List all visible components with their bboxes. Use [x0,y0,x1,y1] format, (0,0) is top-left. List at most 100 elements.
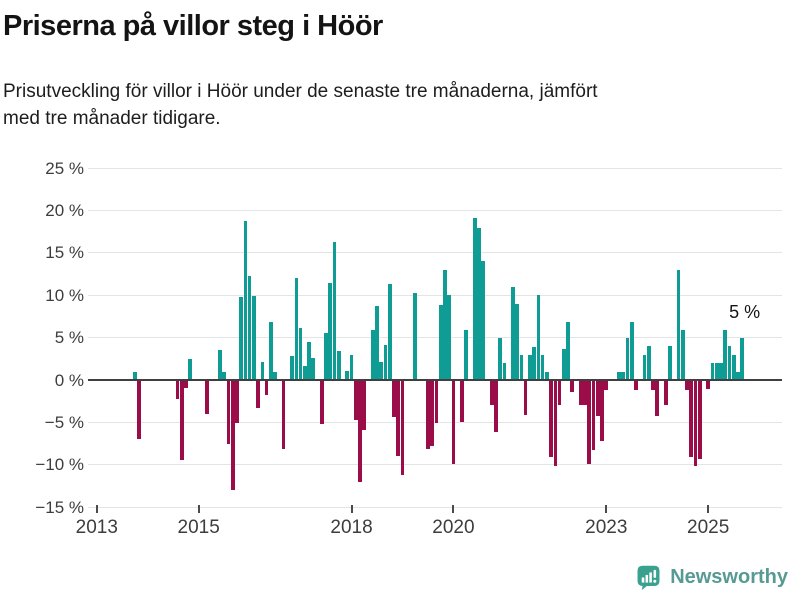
bar-2017-02 [302,365,307,380]
page-title: Priserna på villor steg i Höör [3,10,383,42]
bar-2017-03 [307,341,311,380]
bar-2017-04 [311,357,316,380]
bar-2025-01 [706,380,711,390]
bar-2024-01 [655,380,660,416]
gridline-y-20 [88,210,782,212]
newsworthy-logo[interactable]: Newsworthy [635,564,788,591]
bar-2024-08 [685,380,689,391]
y-axis-label-10: 10 % [45,285,84,305]
bar-2015-11 [239,296,243,380]
last-value-annotation: 5 % [729,302,761,323]
bar-2019-12 [447,295,452,380]
bar-2024-06 [676,269,681,380]
bar-2013-10 [133,371,137,380]
bar-2016-09 [281,380,286,449]
bar-2024-04 [668,346,672,380]
bar-2024-09 [689,380,694,458]
bar-2022-08 [583,380,587,405]
x-tick-2018 [350,505,353,513]
bar-2018-11 [392,380,396,418]
bar-2016-05 [264,380,269,396]
gridline-y--10 [88,464,782,466]
bar-2016-01 [247,275,252,380]
bar-2018-12 [396,380,401,457]
bar-2020-07 [477,227,481,380]
bar-2021-06 [523,380,528,415]
x-axis-label-2020: 2020 [432,517,475,538]
bar-2016-04 [260,362,265,380]
bar-2022-03 [561,348,566,380]
bar-2021-01 [502,363,507,380]
bar-2018-08 [379,362,384,380]
gridline-y-10 [88,294,782,296]
bar-2022-12 [600,380,604,441]
bar-2017-06 [319,380,324,425]
bar-2019-01 [400,380,405,475]
bar-2015-09 [230,380,235,491]
bar-2022-04 [566,321,570,380]
bar-2020-06 [472,218,477,380]
bar-2021-08 [532,346,536,380]
bar-2019-11 [443,269,447,380]
bar-2019-08 [430,380,435,447]
bar-2023-06 [625,338,630,380]
chart-subtitle: Prisutveckling för villor i Höör under d… [3,78,598,132]
bar-2021-09 [536,295,541,380]
bar-2018-02 [353,380,358,420]
bar-2022-01 [553,380,558,466]
bar-2023-08 [634,380,638,391]
bar-2017-01 [298,328,303,380]
bar-2025-06 [727,346,732,380]
bar-2017-07 [324,333,328,380]
bar-2017-10 [336,351,341,380]
x-axis-label-2025: 2025 [687,517,730,538]
bar-2020-12 [498,338,502,380]
bar-2024-07 [680,330,685,380]
y-axis-label-5: 5 % [54,328,84,348]
bar-2018-06 [370,330,375,380]
gridline-y--15 [88,506,782,508]
bar-2014-11 [188,358,193,380]
bar-2016-07 [273,372,277,380]
bar-2025-09 [740,338,744,380]
bar-2014-10 [184,380,188,389]
bar-2019-07 [426,380,430,449]
bar-2016-03 [256,380,260,408]
newsworthy-wordmark: Newsworthy [670,566,788,588]
bar-2015-03 [205,380,210,414]
bar-2021-10 [540,355,545,380]
bar-2021-05 [519,355,524,380]
newsworthy-icon [637,565,660,591]
x-tick-2020 [452,505,455,513]
bar-2024-10 [693,380,698,466]
y-axis-label-15: 15 % [45,243,84,263]
bar-2015-07 [222,371,226,380]
bar-2025-02 [710,363,715,380]
bar-2017-08 [328,283,333,380]
bar-2018-04 [362,380,367,430]
gridline-y-15 [88,252,782,254]
bar-2021-12 [549,380,553,458]
bar-2015-08 [226,380,231,444]
bar-2020-04 [464,330,469,380]
bar-2019-04 [413,292,418,380]
bar-2025-07 [731,354,736,380]
bar-2021-04 [515,303,519,380]
bar-2023-11 [646,346,651,380]
bar-2022-07 [578,380,583,405]
bar-2018-09 [383,345,388,380]
x-axis-label-2015: 2015 [177,517,220,538]
bar-2021-11 [545,372,549,380]
bar-2023-04 [617,372,621,380]
bar-2015-12 [243,220,248,380]
subtitle-line-1: Prisutveckling för villor i Höör under d… [3,81,598,102]
bar-2025-03 [714,363,719,380]
y-axis-label--15: −15 % [35,497,84,517]
bar-2022-02 [557,380,562,405]
subtitle-line-2: med tre månader tidigare. [3,108,221,129]
y-axis-label-0: 0 % [54,370,84,390]
y-axis-label--5: −5 % [44,412,84,432]
gridline-y-25 [88,167,782,169]
x-tick-2015 [197,505,200,513]
bar-2018-03 [358,380,362,482]
